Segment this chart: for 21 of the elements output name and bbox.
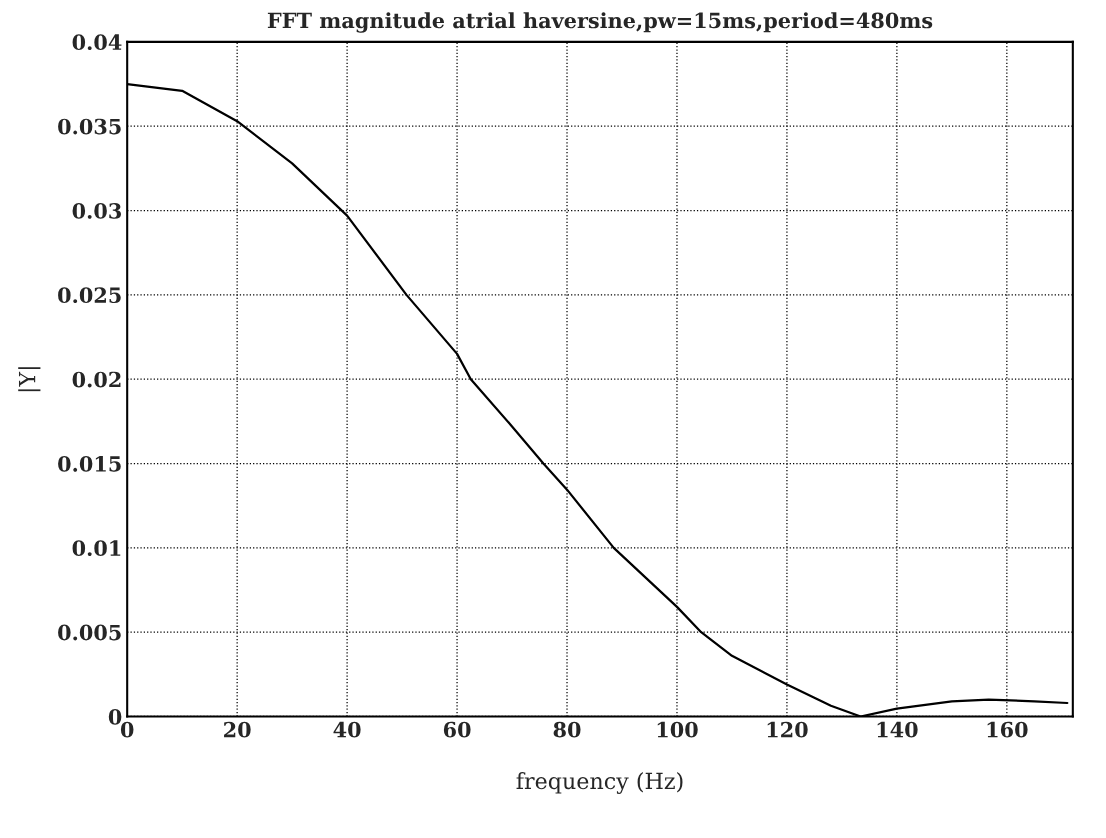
y-tick-label: 0.03 [72, 203, 121, 219]
chart-title: FFT magnitude atrial haversine,pw=15ms,period=480ms [267, 12, 933, 33]
x-tick-label: 80 [553, 721, 581, 738]
y-tick-label: 0.01 [72, 540, 121, 557]
x-tick-label: 100 [657, 721, 698, 738]
x-tick-label: 40 [333, 721, 361, 738]
y-tick-label: 0.005 [58, 624, 121, 641]
x-tick-label: 140 [877, 721, 918, 738]
x-axis-title: frequency (Hz) [516, 772, 683, 794]
x-tick-label: 20 [224, 721, 251, 738]
y-tick-label: 0 [108, 708, 122, 725]
x-tick-label: 60 [443, 721, 471, 738]
y-tick-label: 0.04 [72, 34, 122, 51]
y-tick-label: 0.015 [58, 455, 121, 472]
x-tick-label: 120 [767, 721, 808, 738]
y-tick-label: 0.025 [58, 287, 121, 304]
x-tick-label: 0 [120, 721, 134, 738]
x-tick-label: 160 [987, 721, 1028, 738]
y-tick-label: 0.035 [58, 118, 121, 135]
y-axis-title: |Y| [18, 367, 41, 392]
y-tick-label: 0.02 [72, 371, 121, 388]
